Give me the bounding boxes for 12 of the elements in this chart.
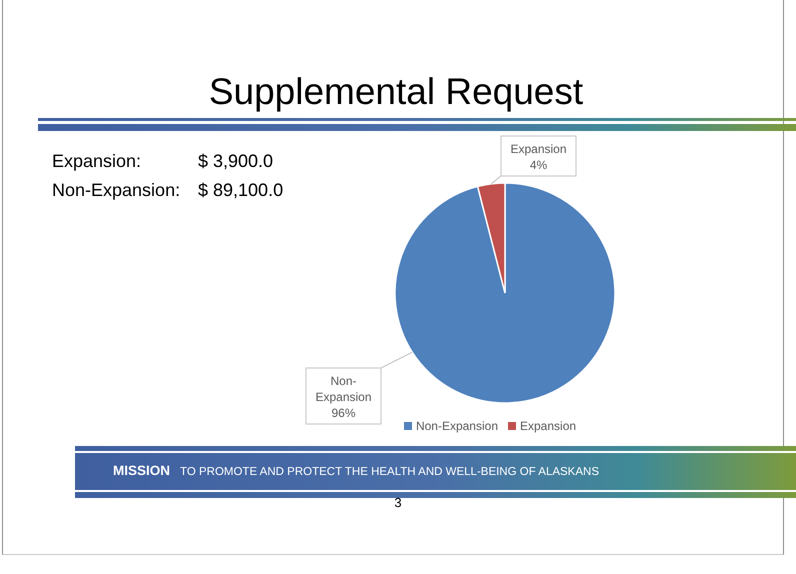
slice-label: Expansion (510, 142, 567, 156)
chart-title: Supplemental Request (208, 71, 584, 113)
data-label: 4% (530, 158, 548, 172)
legend-label: Expansion (520, 419, 576, 433)
text: MISSION TO PROMOTE AND PROTECT THE HEALTH AND WELL-BEING OF ALASKANS (113, 463, 600, 478)
data-label: 96% (331, 406, 356, 420)
legend-label: Non-Expansion (416, 419, 498, 433)
text: Expansion: $ 3,900.0 (52, 151, 274, 171)
text: Non-Expansion: $ 89,100.0 (52, 180, 284, 201)
text: 3 (393, 495, 403, 510)
pie-slice (394, 182, 616, 404)
slice-label: Non-Expansion (315, 374, 372, 404)
